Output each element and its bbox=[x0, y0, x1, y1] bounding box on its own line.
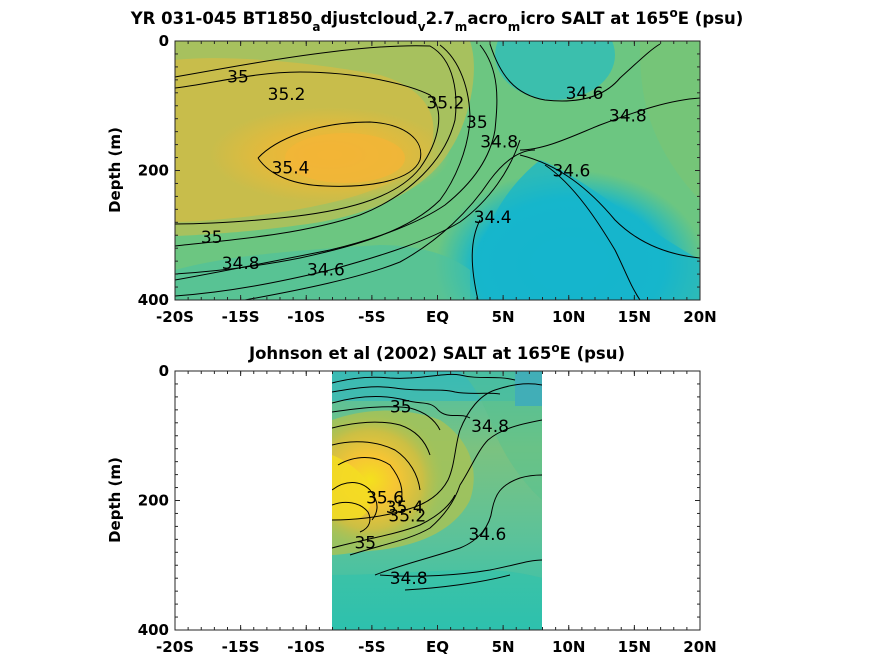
x-tick-label: -20S bbox=[156, 638, 194, 656]
contour-label: 35 bbox=[390, 398, 412, 418]
y-tick-label: 0 bbox=[159, 32, 169, 50]
panel-2-field bbox=[332, 371, 542, 630]
panel-2-title: Johnson et al (2002) SALT at 165oE (psu) bbox=[248, 341, 625, 363]
contour-label: 34.8 bbox=[222, 254, 260, 274]
contour-label: 34.8 bbox=[609, 106, 647, 126]
contour-label: 34.6 bbox=[307, 261, 345, 281]
x-tick-label: 15N bbox=[618, 638, 651, 656]
x-tick-label: 20N bbox=[683, 638, 716, 656]
x-tick-label: 20N bbox=[683, 308, 716, 326]
contour-label: 34.6 bbox=[566, 84, 604, 104]
contour-label: 34.8 bbox=[390, 569, 428, 589]
contour-label: 34.6 bbox=[468, 525, 506, 545]
y-tick-label: 200 bbox=[138, 162, 169, 180]
x-tick-label: -15S bbox=[222, 308, 260, 326]
contour-label: 35.6 bbox=[366, 488, 404, 508]
x-tick-label: 5N bbox=[492, 308, 515, 326]
panel-1-title: YR 031-045 BT1850adjustcloudv2.7macromic… bbox=[130, 6, 744, 34]
contour-label: 35.2 bbox=[388, 506, 426, 526]
x-tick-label: -5S bbox=[358, 638, 385, 656]
contour-label: 35 bbox=[227, 68, 249, 88]
x-tick-label: -10S bbox=[287, 308, 325, 326]
panel-1: YR 031-045 BT1850adjustcloudv2.7macromic… bbox=[106, 6, 744, 326]
panel-1-contours bbox=[175, 43, 700, 300]
x-tick-label: 15N bbox=[618, 308, 651, 326]
y-tick-label: 200 bbox=[138, 492, 169, 510]
contour-label: 34.6 bbox=[552, 162, 590, 182]
panel-1-ylabel: Depth (m) bbox=[106, 127, 124, 213]
contour-label: 35 bbox=[466, 113, 488, 133]
x-tick-label: -20S bbox=[156, 308, 194, 326]
y-tick-label: 400 bbox=[138, 621, 169, 639]
contour-label: 35.4 bbox=[386, 498, 424, 518]
x-tick-label: EQ bbox=[426, 638, 449, 656]
x-tick-label: EQ bbox=[426, 308, 449, 326]
y-tick-label: 400 bbox=[138, 291, 169, 309]
panel-2-ylabel: Depth (m) bbox=[106, 457, 124, 543]
x-tick-label: -5S bbox=[358, 308, 385, 326]
panel-2-contours bbox=[332, 373, 542, 591]
contour-label: 35 bbox=[201, 228, 223, 248]
x-tick-label: 10N bbox=[552, 308, 585, 326]
contour-label: 35.4 bbox=[272, 158, 310, 178]
panel-1-field bbox=[175, 41, 700, 300]
contour-label: 34.8 bbox=[480, 132, 518, 152]
panel-1-ticks: -20S -15S -10S -5S EQ 5N 10N 15N 20N 0 200 400 bbox=[138, 32, 717, 326]
x-tick-label: -10S bbox=[287, 638, 325, 656]
panel-1-contour-labels: 3535.235.435.23534.834.634.834.634.43534… bbox=[201, 68, 647, 281]
panel-2: Johnson et al (2002) SALT at 165oE (psu) bbox=[106, 341, 717, 656]
y-tick-label: 0 bbox=[159, 362, 169, 380]
contour-label: 35.2 bbox=[426, 94, 464, 114]
x-tick-label: 5N bbox=[492, 638, 515, 656]
contour-label: 34.8 bbox=[471, 417, 509, 437]
panel-2-contour-labels: 35 34.8 35.635.435.2 35 34.6 34.8 bbox=[354, 398, 508, 590]
panel-2-ticks: -20S -15S -10S -5S EQ 5N 10N 15N 20N 0 200 400 bbox=[138, 362, 717, 656]
contour-label: 35 bbox=[354, 534, 376, 554]
x-tick-label: -15S bbox=[222, 638, 260, 656]
contour-label: 35.2 bbox=[268, 85, 306, 105]
x-tick-label: 10N bbox=[552, 638, 585, 656]
contour-label: 34.4 bbox=[474, 208, 512, 228]
